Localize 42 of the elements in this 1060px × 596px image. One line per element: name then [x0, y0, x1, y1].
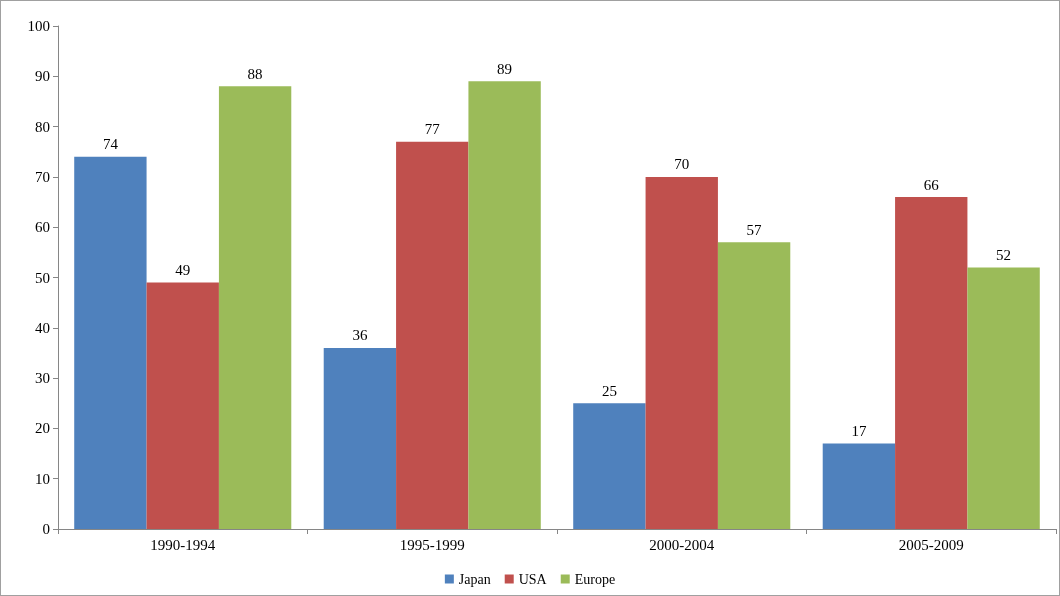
data-label: 52 — [996, 246, 1012, 263]
x-tick-label: 1990-1994 — [150, 536, 216, 553]
data-label: 36 — [352, 327, 368, 344]
y-tick-label: 80 — [35, 118, 50, 135]
data-label: 17 — [851, 422, 867, 439]
bar — [396, 141, 469, 529]
bar — [822, 443, 896, 529]
data-label: 49 — [175, 262, 191, 279]
data-label: 66 — [923, 176, 940, 193]
bar — [967, 267, 1040, 529]
y-tick-label: 0 — [42, 521, 50, 537]
x-tick-label: 1995-1999 — [399, 536, 465, 553]
legend-label: Europe — [574, 571, 616, 587]
bar — [895, 197, 968, 529]
bar — [717, 242, 791, 529]
data-label: 77 — [424, 121, 441, 138]
x-tick-label: 2005-2009 — [898, 536, 964, 553]
legend-label: Japan — [458, 571, 491, 587]
y-tick-label: 100 — [27, 18, 50, 34]
bar — [645, 176, 718, 529]
bar — [218, 86, 292, 529]
data-label: 74 — [102, 136, 119, 153]
bar — [74, 156, 147, 529]
y-tick-label: 30 — [35, 370, 50, 387]
y-tick-label: 40 — [35, 319, 50, 336]
y-tick-label: 60 — [35, 219, 50, 236]
y-tick-label: 50 — [35, 269, 50, 286]
bar — [146, 282, 219, 529]
x-tick-label: 2000-2004 — [649, 536, 715, 553]
y-tick-label: 10 — [35, 470, 50, 487]
data-label: 70 — [674, 156, 690, 173]
data-label: 25 — [601, 382, 617, 399]
legend-label: USA — [518, 571, 548, 587]
bar — [573, 403, 646, 529]
data-label: 88 — [247, 65, 263, 82]
y-tick-label: 90 — [35, 68, 50, 85]
data-label: 57 — [746, 221, 763, 238]
y-tick-label: 20 — [35, 420, 50, 437]
y-tick-label: 70 — [35, 168, 50, 185]
bar — [323, 347, 397, 529]
bar — [468, 81, 541, 529]
data-label: 89 — [497, 60, 513, 77]
